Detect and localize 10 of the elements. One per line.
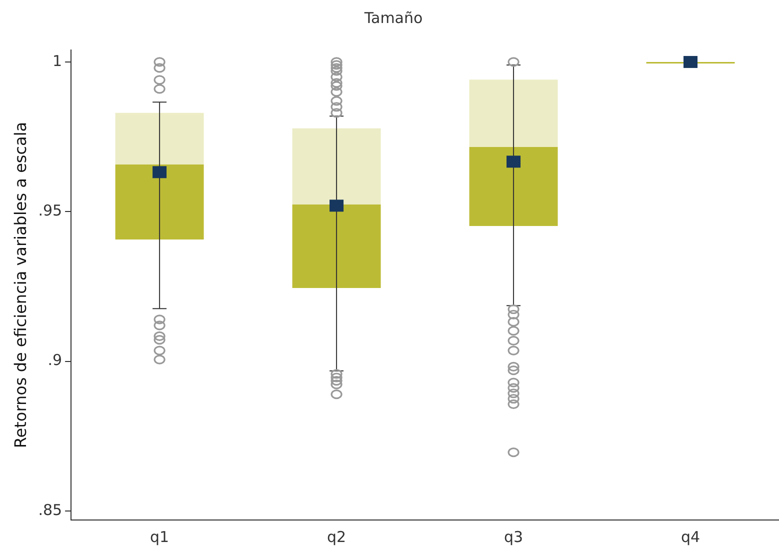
chart-title: Tamaño: [363, 8, 423, 27]
x-tick-label: q4: [680, 528, 700, 546]
y-axis-title: Retornos de eficiencia variables a escala: [10, 122, 30, 448]
y-tick-label: .9: [48, 351, 62, 370]
x-tick-label: q1: [150, 528, 170, 546]
x-tick-label: q3: [504, 528, 524, 546]
x-tick-label: q2: [326, 528, 346, 546]
y-tick-label: 1: [52, 52, 62, 70]
y-tick-label: .85: [38, 500, 62, 519]
y-tick-label: .95: [38, 202, 62, 220]
